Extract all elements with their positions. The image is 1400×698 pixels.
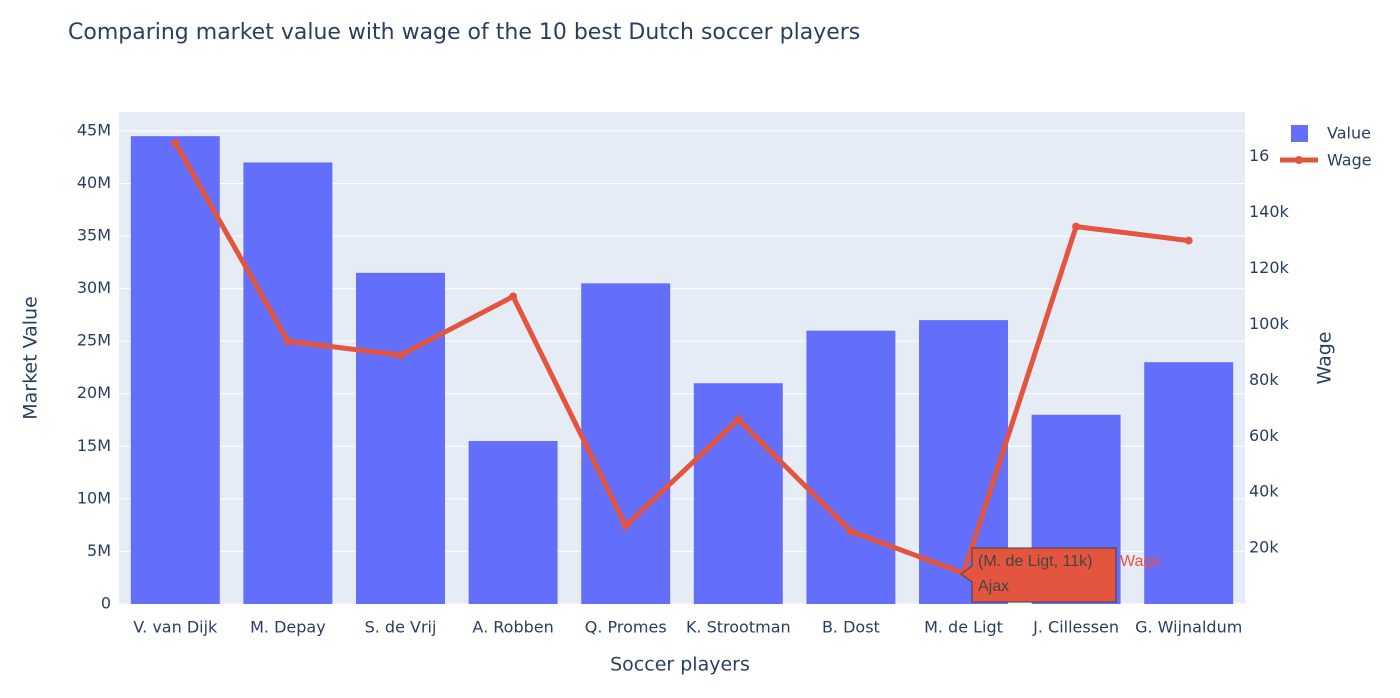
- y2-axis-title: Wage: [1314, 332, 1336, 385]
- tooltip-extra: Ajax: [978, 578, 1009, 595]
- y2-tick-label: 140k: [1249, 202, 1290, 221]
- tooltip: (M. de Ligt, 11k) Ajax Wage: [960, 547, 1161, 603]
- line-point: [621, 521, 630, 530]
- tooltip-series: Wage: [1120, 553, 1161, 570]
- y2-tick-label: 120k: [1249, 258, 1290, 277]
- legend-swatch-value: [1291, 125, 1308, 142]
- x-tick-label: B. Dost: [822, 618, 880, 637]
- line-point: [734, 415, 743, 424]
- line-point: [509, 292, 518, 301]
- x-tick-label: S. de Vrij: [365, 618, 437, 637]
- line-point: [1072, 222, 1081, 231]
- legend-marker-wage: [1295, 156, 1303, 164]
- x-tick-label: J. Cillessen: [1032, 618, 1119, 637]
- y2-tick-label: 20k: [1249, 538, 1279, 557]
- x-axis-title: Soccer players: [610, 654, 750, 676]
- bar: [468, 441, 558, 604]
- legend-label: Wage: [1327, 151, 1372, 170]
- y-tick-label: 5M: [87, 541, 111, 560]
- x-tick-label: Q. Promes: [585, 618, 667, 637]
- y2-tick-label: 16: [1249, 146, 1269, 165]
- x-tick-label: M. de Ligt: [924, 618, 1003, 637]
- y-tick-label: 35M: [77, 226, 111, 245]
- bar: [356, 272, 445, 604]
- y-tick-label: 45M: [77, 120, 111, 139]
- y-tick-label: 10M: [77, 488, 111, 507]
- x-tick-label: K. Strootman: [686, 618, 791, 637]
- y-tick-label: 25M: [77, 331, 111, 350]
- bar: [1144, 362, 1234, 604]
- y-axis-title: Market Value: [20, 296, 42, 420]
- y-tick-label: 15M: [77, 436, 111, 455]
- y2-tick-label: 80k: [1249, 370, 1279, 389]
- line-point: [1184, 236, 1193, 245]
- chart-title: Comparing market value with wage of the …: [68, 20, 860, 45]
- x-tick-label: A. Robben: [472, 618, 553, 637]
- y2-tick-label: 60k: [1249, 426, 1279, 445]
- bar: [806, 330, 896, 604]
- line: [173, 141, 1190, 576]
- legend-label: Value: [1327, 124, 1371, 143]
- y-tick-label: 40M: [77, 173, 111, 192]
- line-point: [283, 337, 292, 346]
- line-point: [846, 527, 855, 536]
- x-tick-label: G. Wijnaldum: [1135, 618, 1242, 637]
- bar: [243, 162, 333, 604]
- y2-tick-label: 40k: [1249, 482, 1279, 501]
- bar: [130, 136, 220, 604]
- y-tick-label: 0: [101, 594, 111, 613]
- line-point: [171, 138, 180, 147]
- bar: [581, 283, 671, 604]
- legend: Value Wage: [1280, 124, 1372, 170]
- x-tick-label: M. Depay: [250, 618, 326, 637]
- y2-tick-label: 100k: [1249, 314, 1290, 333]
- y-tick-label: 20M: [77, 383, 111, 402]
- tooltip-text: (M. de Ligt, 11k): [978, 553, 1092, 570]
- x-tick-label: V. van Dijk: [133, 618, 218, 637]
- tooltip-box: [960, 547, 1117, 603]
- line-point: [396, 351, 405, 360]
- y-tick-label: 30M: [77, 278, 111, 297]
